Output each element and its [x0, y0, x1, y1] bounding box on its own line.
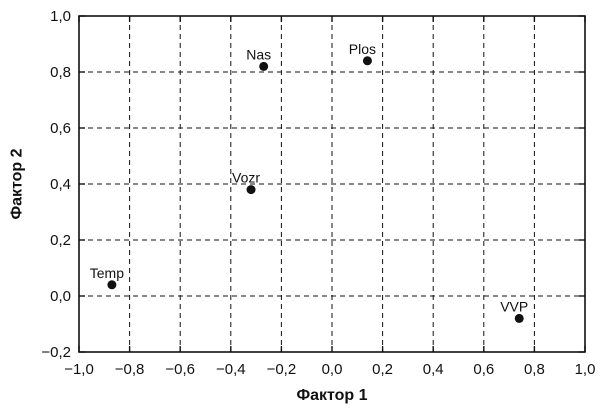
data-point: Nas: [246, 46, 271, 71]
point-marker: [247, 185, 256, 194]
x-tick-label: 1,0: [575, 361, 596, 378]
y-tick-label: 0,8: [50, 64, 71, 81]
x-tick-label: −0,2: [267, 361, 297, 378]
y-tick-label: 0,2: [50, 232, 71, 249]
point-label: Temp: [90, 265, 124, 281]
y-tick-label: 0,0: [50, 288, 71, 305]
point-label: Plos: [349, 41, 376, 57]
data-point: Temp: [90, 265, 124, 290]
x-axis-title: Фактор 1: [296, 387, 367, 404]
y-tick-label: 1,0: [50, 8, 71, 25]
x-tick-labels: −1,0 −0,8 −0,6 −0,4 −0,2 0,0 0,2 0,4 0,6 0,8 1,0: [64, 361, 595, 378]
y-tick-labels: −0,2 0,0 0,2 0,4 0,6 0,8 1,0: [41, 8, 71, 361]
y-tick-label: 0,6: [50, 120, 71, 137]
point-marker: [515, 314, 524, 323]
x-tick-label: 0,8: [524, 361, 545, 378]
point-marker: [363, 56, 372, 65]
point-marker: [259, 62, 268, 71]
x-tick-label: 0,4: [423, 361, 444, 378]
data-points: Nas Plos Vozr Temp VVP: [90, 41, 528, 323]
x-tick-label: −1,0: [64, 361, 94, 378]
data-point: Plos: [349, 41, 376, 66]
point-marker: [107, 280, 116, 289]
y-axis-title: Фактор 2: [9, 148, 26, 219]
data-point: VVP: [500, 298, 528, 323]
y-tick-label: 0,4: [50, 176, 71, 193]
x-tick-label: 0,2: [372, 361, 393, 378]
point-label: Vozr: [232, 170, 260, 186]
point-label: VVP: [500, 298, 528, 314]
point-label: Nas: [246, 46, 271, 62]
data-point: Vozr: [232, 170, 260, 195]
x-tick-label: −0,6: [165, 361, 195, 378]
x-tick-label: −0,4: [216, 361, 246, 378]
y-tick-label: −0,2: [41, 344, 71, 361]
x-tick-label: 0,6: [473, 361, 494, 378]
x-tick-label: 0,0: [322, 361, 343, 378]
x-tick-label: −0,8: [115, 361, 145, 378]
